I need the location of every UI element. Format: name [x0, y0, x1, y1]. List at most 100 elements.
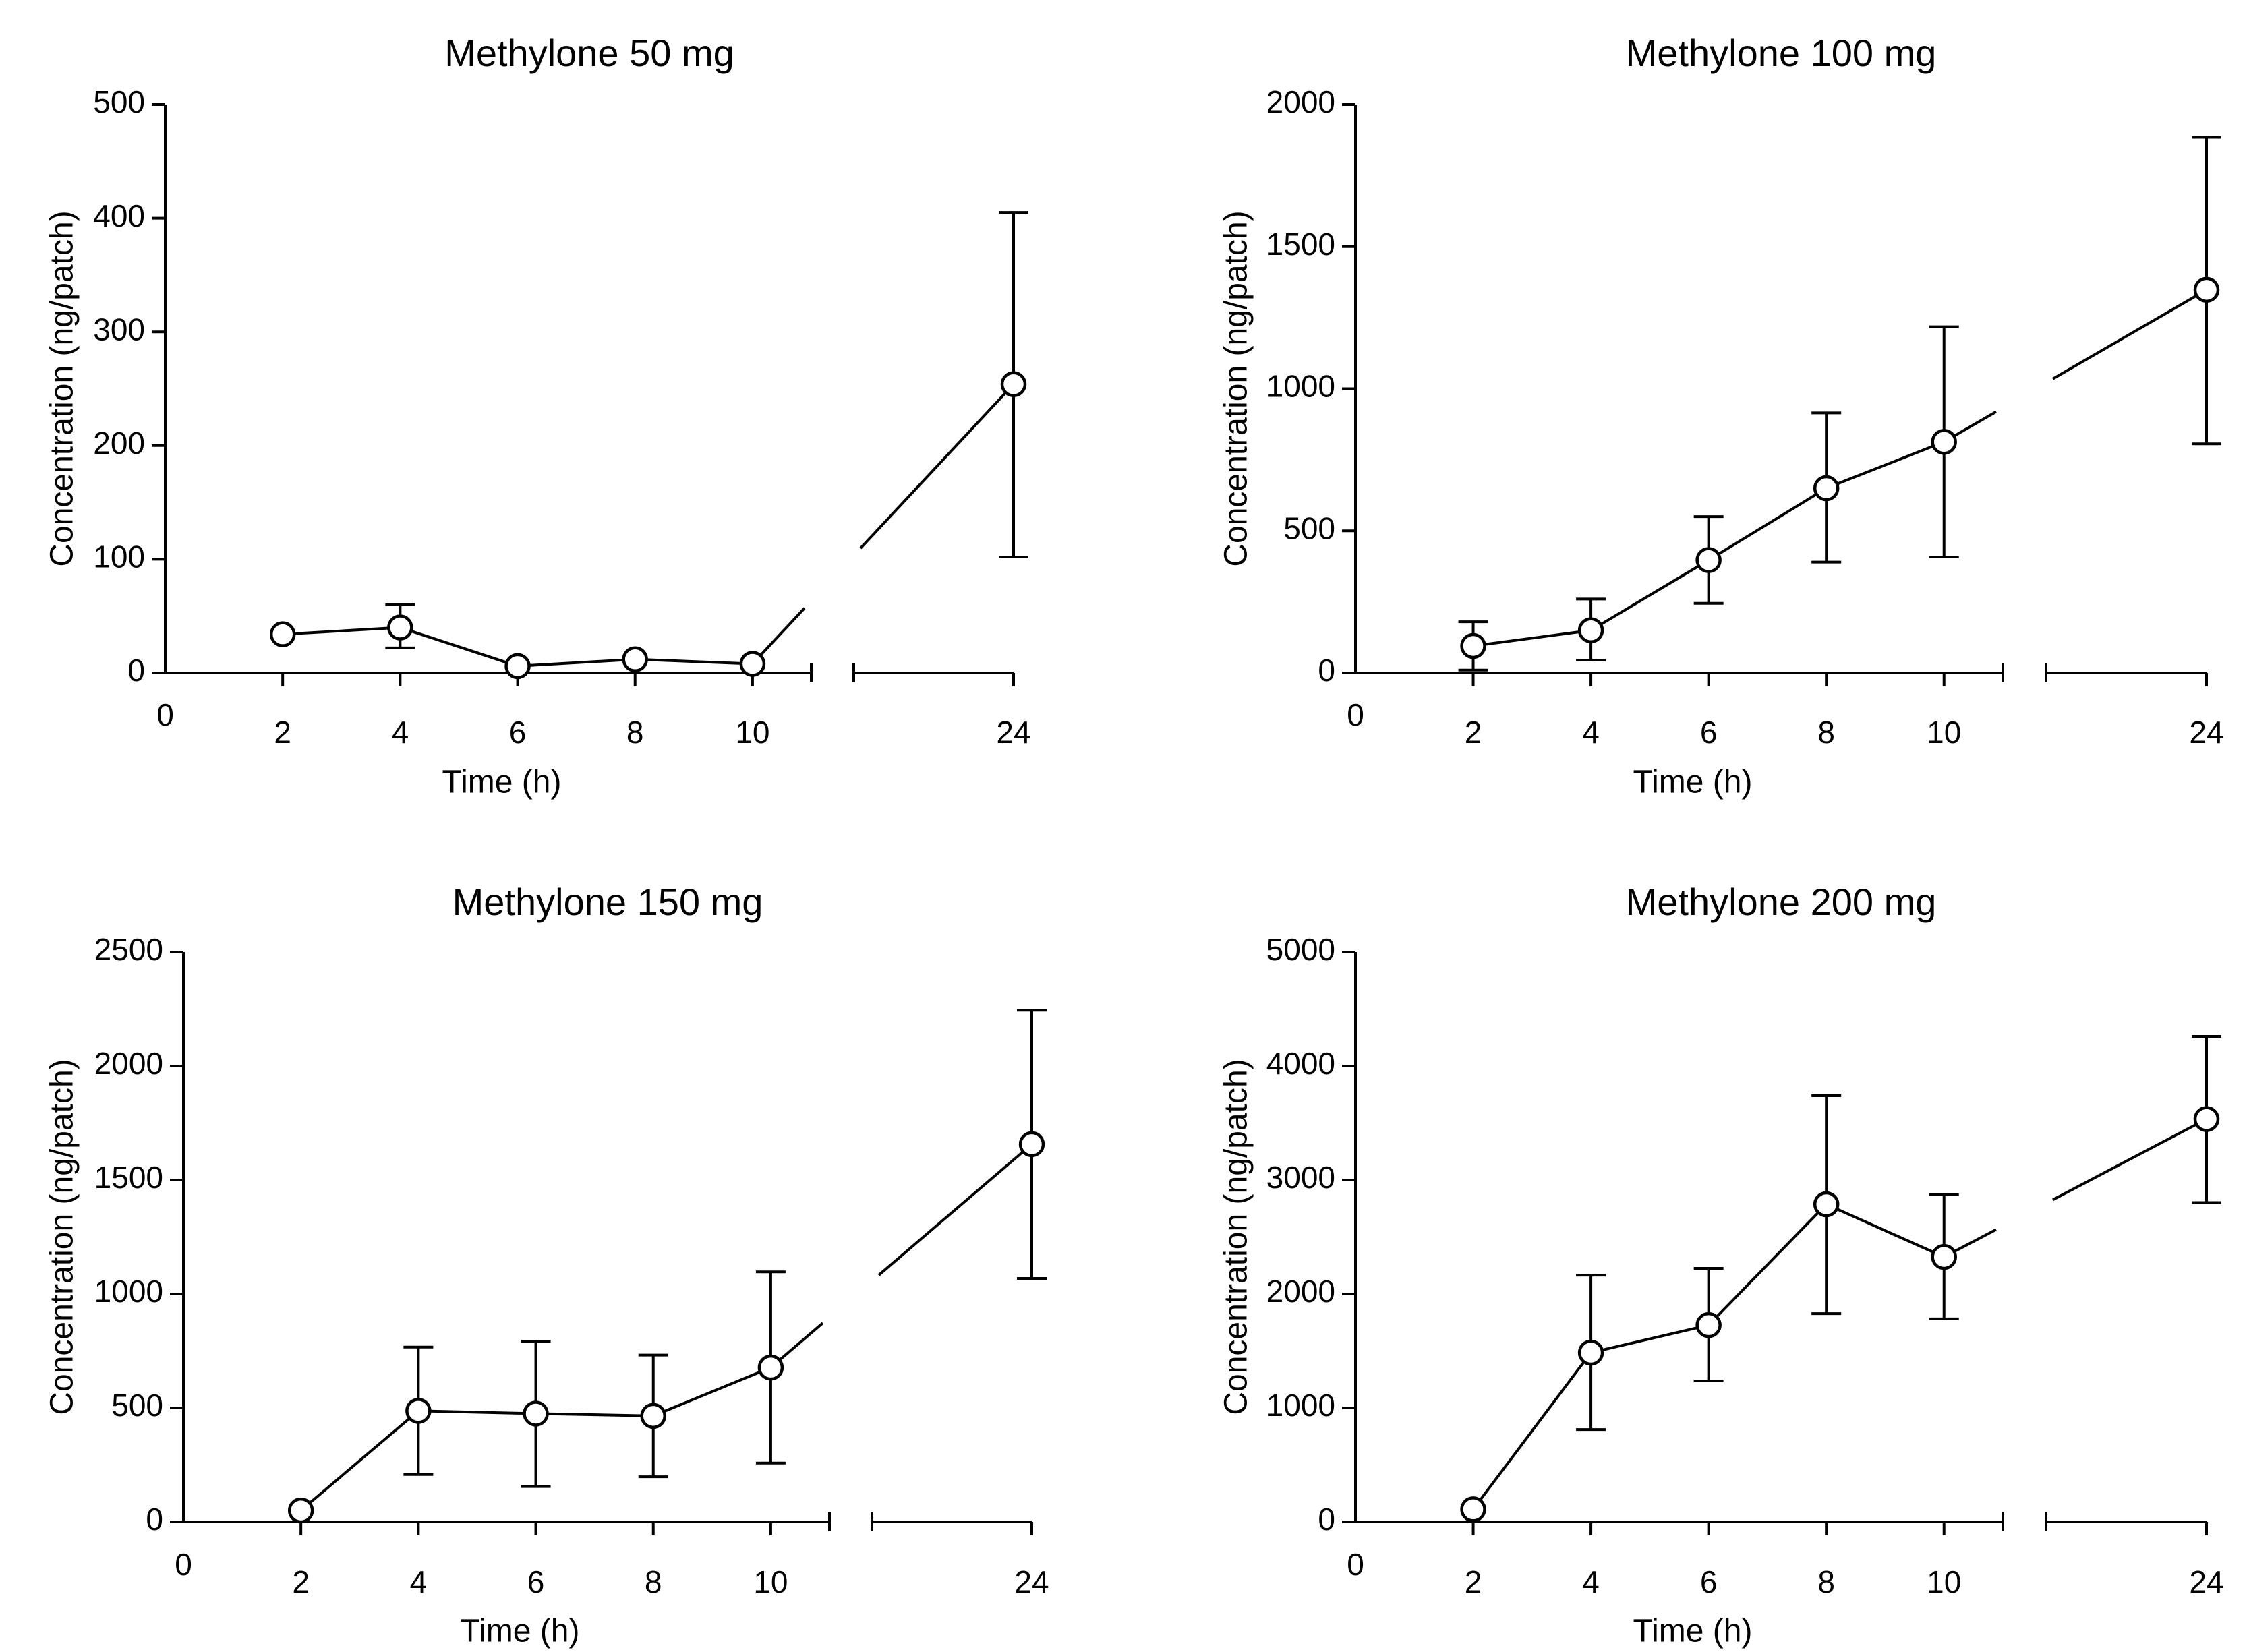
data-point-marker	[504, 653, 531, 680]
y-tick-label: 100	[93, 539, 145, 574]
series-line-segment	[410, 629, 508, 664]
data-point-marker	[1813, 1191, 1840, 1218]
series-line-segment	[759, 607, 806, 657]
x-origin-label: 0	[1347, 697, 1364, 732]
data-point-marker	[523, 1400, 549, 1427]
series-line-segment	[1600, 564, 1700, 626]
data-point-marker	[1931, 429, 1957, 455]
panel-methylone-200mg: Methylone 200 mg 0 1000 2000 3000 4000 5000 Con…	[1219, 881, 2224, 1649]
y-tick-label: 4000	[1266, 1046, 1335, 1081]
x-axis-title: Time (h)	[1633, 765, 1753, 800]
series-line-segment	[1718, 493, 1817, 556]
x-tick-label: 4	[410, 1564, 428, 1599]
data-point-marker	[1460, 632, 1486, 659]
x-tick-label: 8	[645, 1564, 662, 1599]
y-axis-title: Concentration (ng/patch)	[45, 1059, 80, 1415]
y-tick-label: 2000	[1266, 84, 1335, 119]
data-point-marker	[1931, 1243, 1957, 1270]
x-tick-label: 6	[527, 1564, 545, 1599]
data-point-marker	[1695, 1311, 1722, 1338]
x-tick-label: 6	[1700, 715, 1718, 750]
series-line-segment	[2052, 1123, 2197, 1202]
data-point-marker	[2193, 1106, 2220, 1132]
y-tick-label: 0	[1318, 653, 1335, 688]
data-point-marker	[1695, 547, 1722, 573]
chart-title: Methylone 200 mg	[1626, 881, 1937, 923]
x-tick-label: 24	[2189, 715, 2223, 750]
data-point-marker	[1018, 1131, 1045, 1158]
series-line-segment	[547, 1412, 642, 1417]
data-point-marker	[2193, 276, 2220, 303]
x-tick-label: 8	[1817, 1564, 1835, 1599]
series-line-segment	[1484, 630, 1580, 646]
y-tick-label: 1000	[94, 1274, 163, 1309]
y-axis-title: Concentration (ng/patch)	[45, 210, 80, 566]
y-tick-label: 200	[93, 425, 145, 461]
y-tick-label: 1000	[1266, 1388, 1335, 1423]
series-line-segment	[778, 1322, 824, 1361]
data-point-marker	[1000, 371, 1027, 398]
series-line-segment	[1953, 410, 1997, 438]
series-line-segment	[308, 1417, 411, 1504]
x-axis-title: Time (h)	[442, 765, 562, 800]
y-axis-title: Concentration (ng/patch)	[1219, 210, 1254, 566]
series-line-segment	[1836, 444, 1934, 485]
series-line-segment	[1602, 1326, 1698, 1352]
x-tick-label: 4	[1582, 715, 1600, 750]
y-tick-label: 500	[111, 1388, 163, 1423]
series-line-segment	[663, 1370, 761, 1413]
series-line-segment	[529, 658, 624, 667]
x-tick-label: 10	[753, 1564, 788, 1599]
series-line-segment	[294, 626, 389, 635]
x-origin-label: 0	[156, 697, 174, 732]
y-tick-label: 0	[1318, 1502, 1335, 1537]
data-point-marker	[1577, 1339, 1604, 1366]
chart-title: Methylone 100 mg	[1626, 32, 1937, 74]
panel-methylone-50mg: Methylone 50 mg0100200300400500Concentra…	[45, 32, 1031, 800]
series-line-segment	[1479, 1361, 1585, 1502]
y-tick-label: 2500	[94, 932, 163, 967]
chart-title: Methylone 150 mg	[453, 881, 763, 923]
y-tick-label: 2000	[1266, 1274, 1335, 1309]
x-tick-label: 4	[392, 715, 409, 750]
series-line-segment	[1716, 1211, 1819, 1318]
y-tick-label: 0	[127, 653, 145, 688]
series-line-segment	[2051, 294, 2198, 380]
data-point-marker	[269, 621, 296, 647]
y-tick-label: 400	[93, 198, 145, 233]
y-axis-title: Concentration (ng/patch)	[1219, 1059, 1254, 1415]
y-tick-label: 0	[146, 1502, 163, 1537]
x-tick-label: 4	[1582, 1564, 1600, 1599]
x-tick-label: 6	[509, 715, 527, 750]
x-tick-label: 2	[292, 1564, 310, 1599]
data-point-marker	[640, 1403, 666, 1429]
x-tick-label: 24	[2189, 1564, 2223, 1599]
data-point-marker	[622, 646, 648, 673]
series-line-segment	[646, 658, 741, 665]
y-tick-label: 2000	[94, 1046, 163, 1081]
y-tick-label: 1500	[1266, 227, 1335, 262]
data-point-marker	[757, 1354, 784, 1381]
x-tick-label: 24	[996, 715, 1030, 750]
data-point-marker	[739, 651, 766, 677]
data-point-marker	[405, 1398, 432, 1424]
y-tick-label: 3000	[1266, 1160, 1335, 1195]
data-point-marker	[1577, 617, 1604, 644]
x-tick-label: 2	[274, 715, 291, 750]
x-tick-label: 10	[1927, 715, 1961, 750]
series-line-segment	[430, 1409, 525, 1415]
x-tick-label: 8	[1817, 715, 1835, 750]
x-tick-label: 2	[1465, 715, 1482, 750]
x-origin-label: 0	[1347, 1547, 1364, 1582]
x-tick-label: 24	[1014, 1564, 1049, 1599]
x-tick-label: 2	[1465, 1564, 1482, 1599]
chart-title: Methylone 50 mg	[444, 32, 734, 74]
x-tick-label: 10	[735, 715, 769, 750]
x-tick-label: 8	[626, 715, 644, 750]
data-point-marker	[1813, 475, 1840, 502]
series-line-segment	[1836, 1208, 1935, 1253]
y-tick-label: 1000	[1266, 369, 1335, 404]
y-tick-label: 300	[93, 312, 145, 347]
x-tick-label: 10	[1927, 1564, 1961, 1599]
